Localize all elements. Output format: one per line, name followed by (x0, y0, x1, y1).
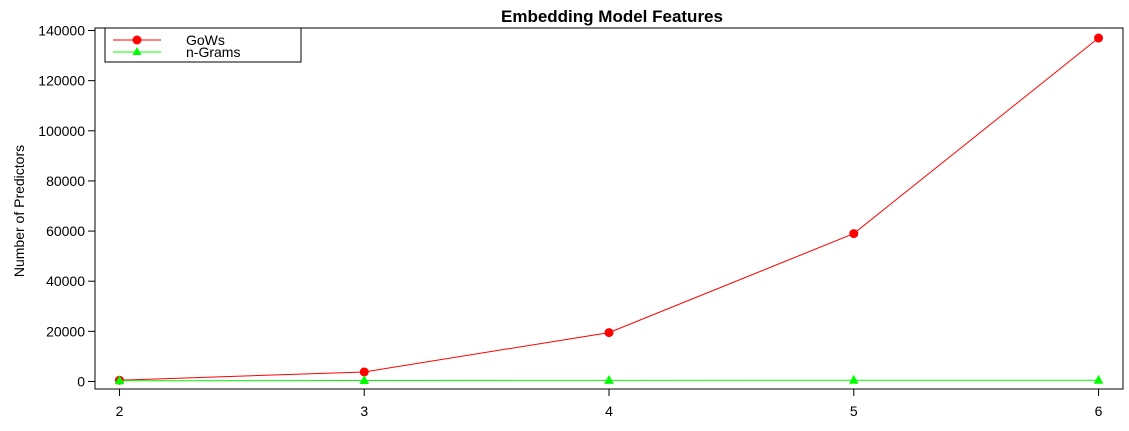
point-gows-4 (1094, 33, 1104, 43)
x-axis: 2 3 4 5 6 (116, 389, 1103, 419)
y-axis-label: Number of Predictors (11, 145, 27, 277)
x-tick-label-1: 3 (360, 403, 368, 419)
y-axis: 0 20000 40000 60000 80000 100000 120000 140000 (38, 23, 95, 389)
y-tick-label-2: 40000 (46, 273, 85, 289)
point-gows-2 (604, 328, 614, 338)
legend-label-gows: GoWs (186, 32, 225, 48)
legend-marker-ngrams (132, 47, 142, 55)
x-tick-label-4: 6 (1095, 403, 1103, 419)
x-tick-label-2: 4 (605, 403, 613, 419)
series-layer (114, 33, 1104, 385)
x-tick-label-0: 2 (116, 403, 124, 419)
y-tick-label-3: 60000 (46, 223, 85, 239)
point-gows-1 (359, 367, 369, 377)
y-tick-label-4: 80000 (46, 173, 85, 189)
chart-title: Embedding Model Features (501, 7, 723, 26)
point-n-grams-1 (359, 374, 370, 384)
legend-label-ngrams: n-Grams (186, 44, 240, 60)
point-n-grams-4 (1093, 374, 1104, 384)
point-n-grams-3 (848, 374, 859, 384)
point-gows-3 (849, 229, 859, 239)
legend-box (104, 27, 302, 63)
x-tick-label-3: 5 (850, 403, 858, 419)
y-tick-label-6: 120000 (38, 73, 85, 89)
legend: GoWs n-Grams (104, 27, 302, 63)
y-tick-label-1: 20000 (46, 323, 85, 339)
y-tick-label-0: 0 (77, 373, 85, 389)
y-tick-label-5: 100000 (38, 123, 85, 139)
point-n-grams-2 (604, 374, 614, 384)
y-tick-label-7: 140000 (38, 23, 85, 39)
legend-marker-gows (132, 35, 142, 45)
point-n-grams-0 (114, 375, 125, 385)
